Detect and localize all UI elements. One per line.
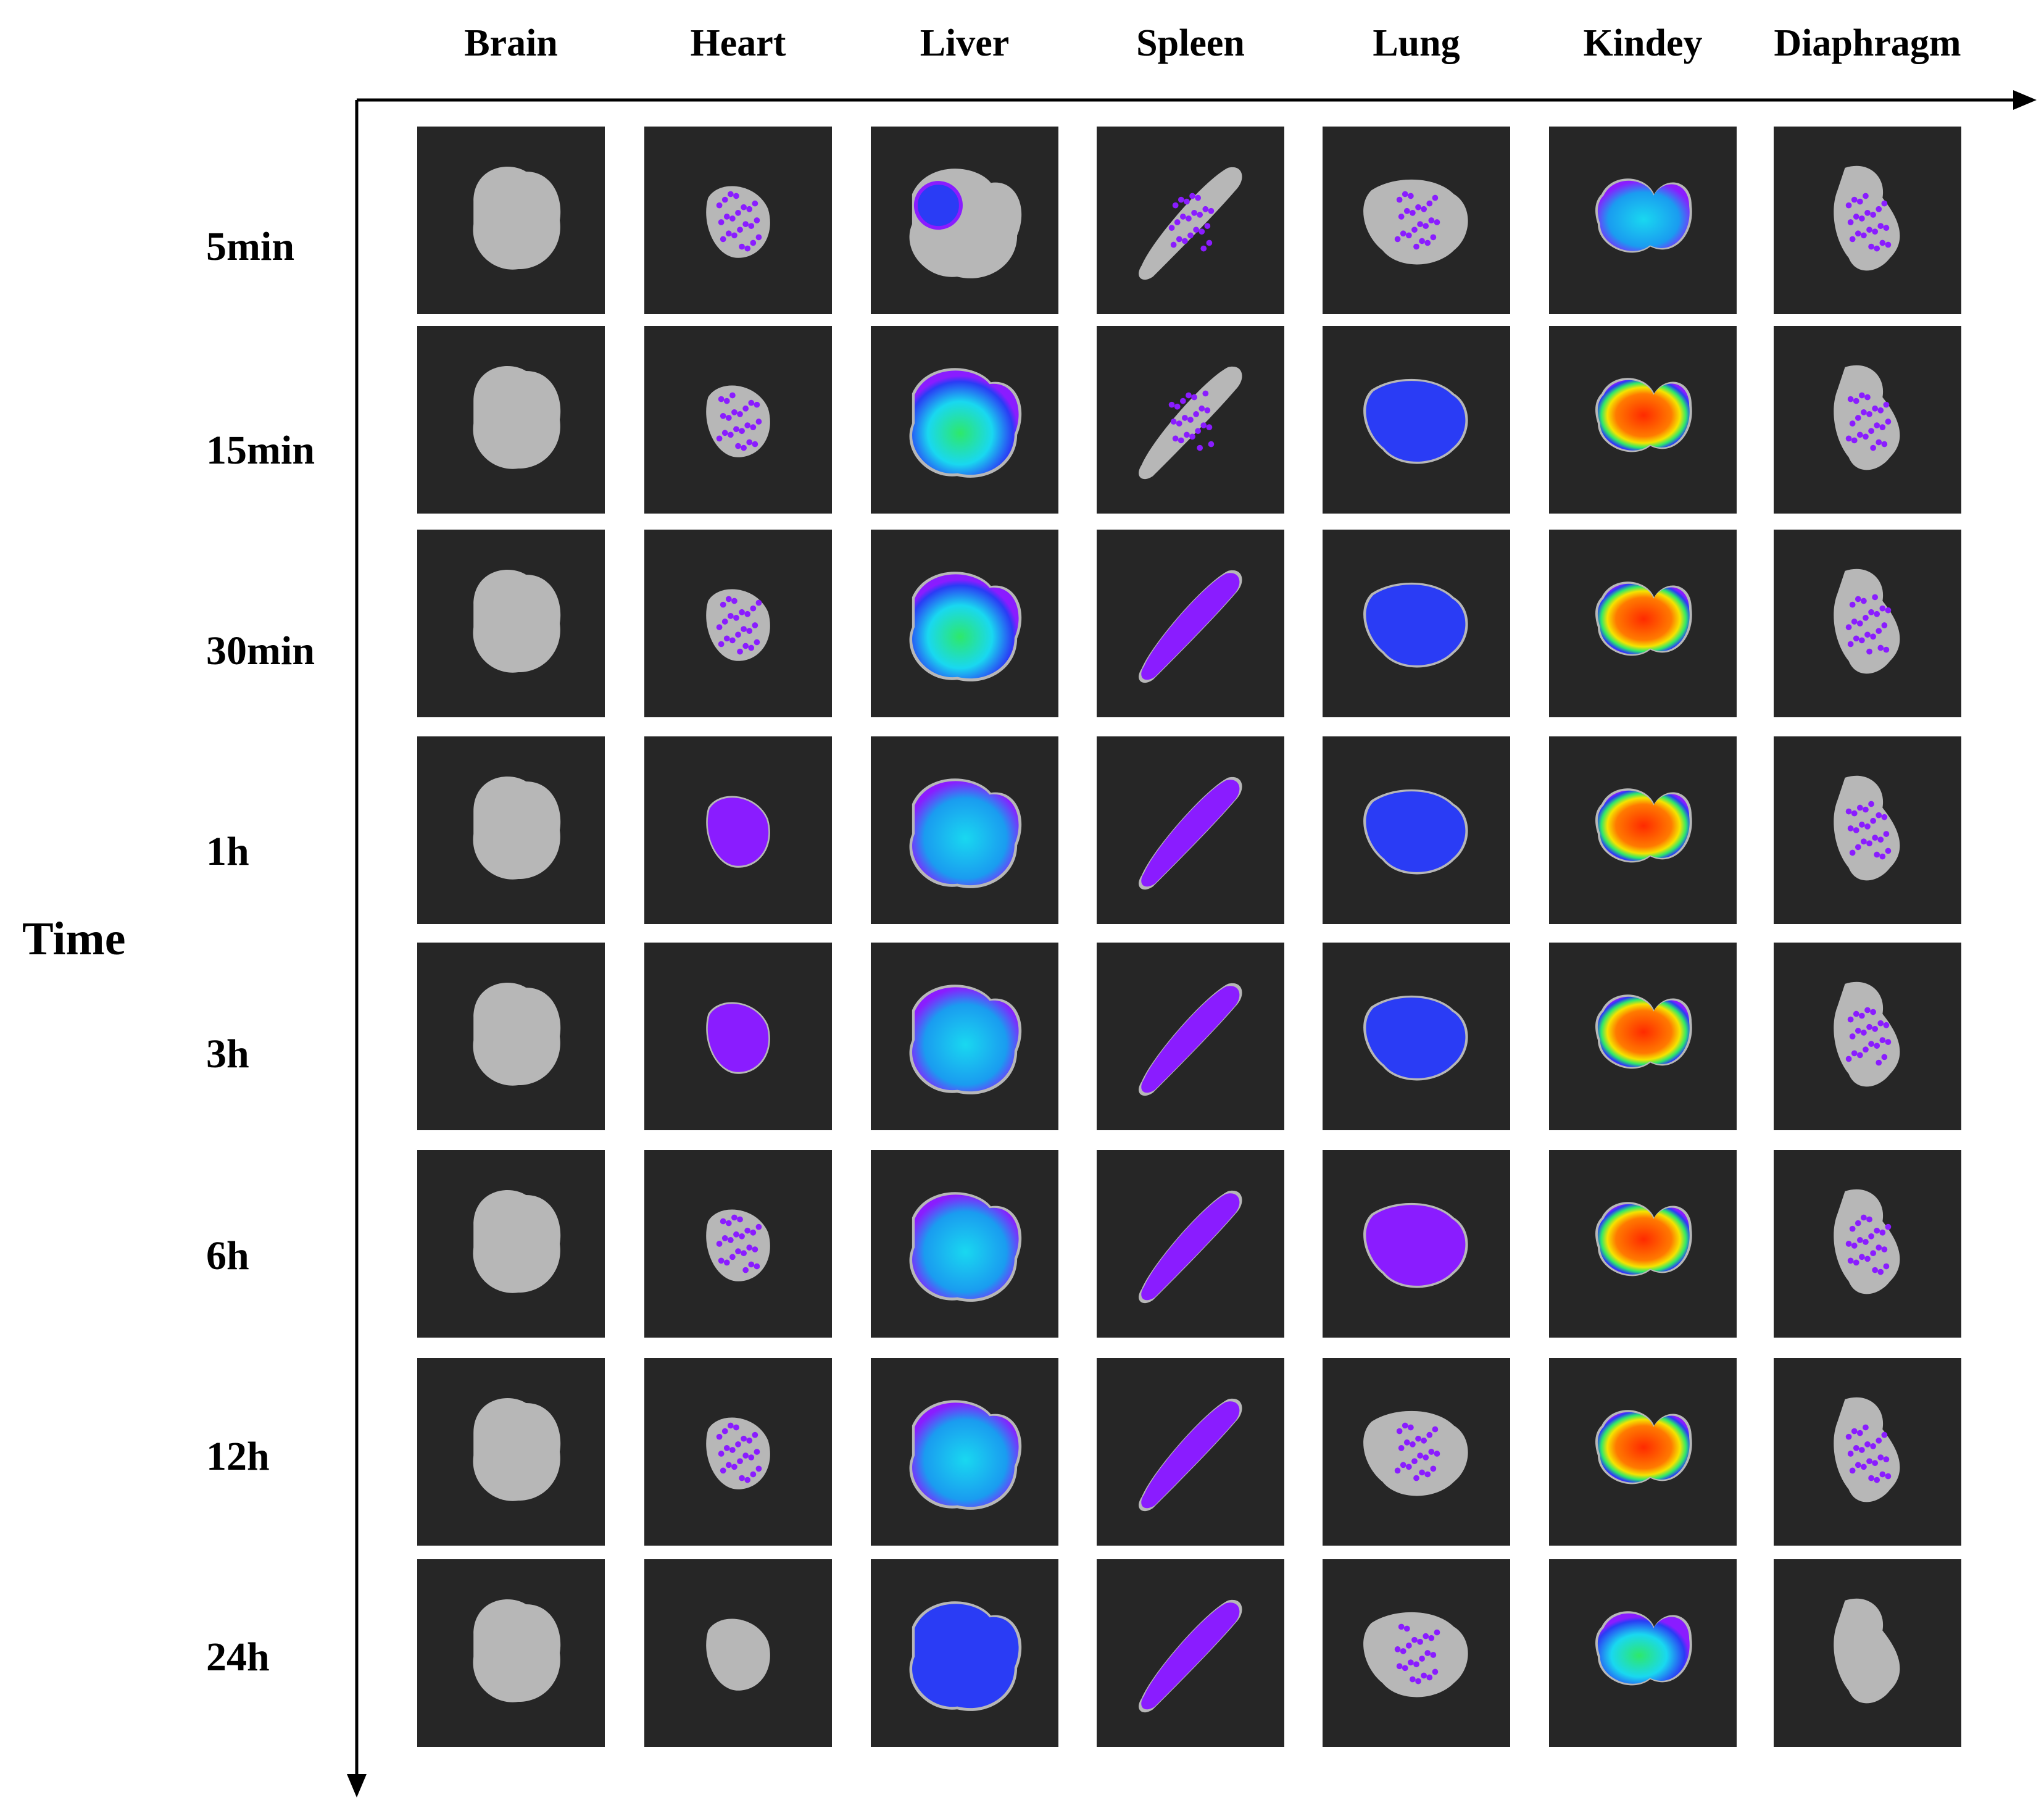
organ-image-liver-3h (871, 943, 1058, 1130)
organ-image-diaphragm-24h (1774, 1559, 1961, 1747)
organ-image-heart-1h (644, 736, 832, 924)
column-label-brain: Brain (464, 22, 558, 64)
time-axis-label: Time (22, 913, 126, 965)
organ-image-heart-3h (644, 943, 832, 1130)
organ-image-lung-15min (1323, 326, 1510, 514)
organ-image-diaphragm-3h (1774, 943, 1961, 1130)
organ-image-kindey-6h (1549, 1150, 1737, 1338)
row-label-6h: 6h (206, 1233, 249, 1278)
organ-image-heart-30min (644, 530, 832, 717)
organ-image-spleen-6h (1097, 1150, 1284, 1338)
organ-image-brain-6h (417, 1150, 605, 1338)
organ-image-lung-12h (1323, 1358, 1510, 1546)
organ-image-diaphragm-1h (1774, 736, 1961, 924)
organ-image-lung-1h (1323, 736, 1510, 924)
column-label-spleen: Spleen (1136, 22, 1245, 64)
column-label-heart: Heart (690, 22, 786, 64)
organ-image-spleen-24h (1097, 1559, 1284, 1747)
organ-image-liver-15min (871, 326, 1058, 514)
organ-image-heart-24h (644, 1559, 832, 1747)
column-label-lung: Lung (1373, 22, 1460, 64)
column-label-diaphragm: Diaphragm (1774, 22, 1961, 64)
organ-image-kindey-15min (1549, 326, 1737, 514)
row-label-5min: 5min (206, 224, 295, 269)
vertical-axis-arrowhead (347, 1774, 367, 1797)
organ-image-diaphragm-30min (1774, 530, 1961, 717)
organ-image-diaphragm-12h (1774, 1358, 1961, 1546)
organ-image-kindey-30min (1549, 530, 1737, 717)
organ-image-lung-24h (1323, 1559, 1510, 1747)
organ-image-brain-24h (417, 1559, 605, 1747)
row-label-1h: 1h (206, 829, 249, 874)
organ-image-heart-5min (644, 127, 832, 314)
organ-image-liver-12h (871, 1358, 1058, 1546)
organ-image-heart-6h (644, 1150, 832, 1338)
column-label-kindey: Kindey (1583, 22, 1703, 64)
organ-image-diaphragm-6h (1774, 1150, 1961, 1338)
organ-image-brain-3h (417, 943, 605, 1130)
organ-image-liver-5min (871, 127, 1058, 314)
row-label-30min: 30min (206, 628, 315, 673)
organ-image-liver-24h (871, 1559, 1058, 1747)
organ-image-kindey-24h (1549, 1559, 1737, 1747)
organ-image-brain-30min (417, 530, 605, 717)
organ-image-spleen-5min (1097, 127, 1284, 314)
horizontal-axis-arrowhead (2013, 90, 2037, 110)
organ-image-heart-15min (644, 326, 832, 514)
organ-image-kindey-3h (1549, 943, 1737, 1130)
organ-image-kindey-5min (1549, 127, 1737, 314)
organ-image-spleen-12h (1097, 1358, 1284, 1546)
organ-image-diaphragm-15min (1774, 326, 1961, 514)
organ-image-lung-5min (1323, 127, 1510, 314)
organ-image-diaphragm-5min (1774, 127, 1961, 314)
organ-image-brain-15min (417, 326, 605, 514)
organ-image-brain-5min (417, 127, 605, 314)
organ-image-kindey-1h (1549, 736, 1737, 924)
organ-image-liver-6h (871, 1150, 1058, 1338)
organ-image-brain-12h (417, 1358, 605, 1546)
row-label-3h: 3h (206, 1031, 249, 1077)
organ-image-lung-3h (1323, 943, 1510, 1130)
row-label-15min: 15min (206, 428, 315, 473)
row-label-12h: 12h (206, 1434, 270, 1479)
column-label-liver: Liver (920, 22, 1010, 64)
organ-image-spleen-1h (1097, 736, 1284, 924)
organ-image-kindey-12h (1549, 1358, 1737, 1546)
organ-image-spleen-15min (1097, 326, 1284, 514)
organ-image-liver-30min (871, 530, 1058, 717)
organ-image-brain-1h (417, 736, 605, 924)
organ-image-spleen-3h (1097, 943, 1284, 1130)
organ-image-lung-30min (1323, 530, 1510, 717)
row-label-24h: 24h (206, 1635, 270, 1680)
organ-image-spleen-30min (1097, 530, 1284, 717)
organ-image-heart-12h (644, 1358, 832, 1546)
organ-image-lung-6h (1323, 1150, 1510, 1338)
organ-image-liver-1h (871, 736, 1058, 924)
